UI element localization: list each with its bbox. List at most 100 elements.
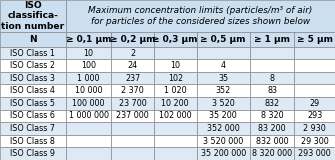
Bar: [0, 72, 66, 84]
Text: 1 000 000: 1 000 000: [69, 112, 109, 120]
Bar: [250, 32, 294, 47]
Bar: [197, 72, 250, 84]
Bar: [250, 135, 294, 147]
Text: 8 320: 8 320: [261, 112, 283, 120]
Bar: [154, 72, 197, 84]
Bar: [66, 84, 112, 97]
Bar: [154, 122, 197, 135]
Bar: [154, 147, 197, 160]
Bar: [0, 59, 66, 72]
Text: ≥ 1 μm: ≥ 1 μm: [254, 35, 290, 44]
Bar: [250, 72, 294, 84]
Text: ISO Class 6: ISO Class 6: [10, 112, 55, 120]
Bar: [294, 110, 335, 122]
Text: 35: 35: [218, 74, 228, 83]
Text: ISO Class 5: ISO Class 5: [10, 99, 55, 108]
Bar: [197, 110, 250, 122]
Bar: [294, 47, 335, 59]
Text: 8: 8: [270, 74, 275, 83]
Bar: [112, 97, 154, 110]
Text: N: N: [29, 35, 37, 44]
Bar: [0, 147, 66, 160]
Bar: [66, 72, 112, 84]
Text: 102: 102: [168, 74, 183, 83]
Text: 23 700: 23 700: [119, 99, 146, 108]
Text: ISO
classifica-
tion number: ISO classifica- tion number: [1, 1, 64, 31]
Text: 4: 4: [221, 61, 226, 70]
Text: ≥ 5 μm: ≥ 5 μm: [297, 35, 333, 44]
Text: ≥ 0,3 μm: ≥ 0,3 μm: [152, 35, 198, 44]
Bar: [250, 122, 294, 135]
Bar: [66, 110, 112, 122]
Bar: [112, 147, 154, 160]
Bar: [197, 32, 250, 47]
Text: 2 370: 2 370: [121, 86, 144, 95]
Text: 352 000: 352 000: [207, 124, 240, 133]
Bar: [154, 47, 197, 59]
Bar: [112, 84, 154, 97]
Bar: [250, 97, 294, 110]
Text: 2: 2: [130, 48, 135, 57]
Text: 35 200 000: 35 200 000: [201, 149, 246, 158]
Bar: [66, 97, 112, 110]
Text: 100: 100: [81, 61, 96, 70]
Text: 83: 83: [267, 86, 277, 95]
Text: ISO Class 8: ISO Class 8: [10, 137, 55, 146]
Bar: [0, 47, 66, 59]
Text: Maximum concentration limits (particles/m³ of air)
for particles of the consider: Maximum concentration limits (particles/…: [88, 6, 313, 26]
Bar: [112, 135, 154, 147]
Bar: [0, 110, 66, 122]
Bar: [197, 122, 250, 135]
Text: ISO Class 1: ISO Class 1: [10, 48, 55, 57]
Bar: [0, 135, 66, 147]
Text: ≥ 0,1 μm: ≥ 0,1 μm: [66, 35, 111, 44]
Bar: [294, 122, 335, 135]
Text: 237 000: 237 000: [116, 112, 149, 120]
Bar: [112, 110, 154, 122]
Bar: [66, 135, 112, 147]
Bar: [66, 47, 112, 59]
Bar: [197, 47, 250, 59]
Text: 352: 352: [216, 86, 231, 95]
Bar: [154, 97, 197, 110]
Text: ISO Class 7: ISO Class 7: [10, 124, 55, 133]
Bar: [250, 59, 294, 72]
Text: 29 300: 29 300: [301, 137, 329, 146]
Text: ≥ 0,5 μm: ≥ 0,5 μm: [200, 35, 246, 44]
Text: ISO Class 9: ISO Class 9: [10, 149, 55, 158]
Text: 24: 24: [128, 61, 138, 70]
Bar: [250, 147, 294, 160]
Bar: [294, 72, 335, 84]
Bar: [197, 97, 250, 110]
Bar: [294, 135, 335, 147]
Text: ISO Class 3: ISO Class 3: [10, 74, 55, 83]
Text: 2 930: 2 930: [303, 124, 326, 133]
Bar: [112, 122, 154, 135]
Text: 1 000: 1 000: [77, 74, 100, 83]
Bar: [294, 147, 335, 160]
Bar: [0, 122, 66, 135]
Bar: [66, 147, 112, 160]
Text: 832: 832: [265, 99, 280, 108]
Bar: [154, 135, 197, 147]
Bar: [154, 59, 197, 72]
Bar: [154, 32, 197, 47]
Bar: [294, 84, 335, 97]
Text: 29: 29: [310, 99, 320, 108]
Text: 3 520 000: 3 520 000: [203, 137, 243, 146]
Bar: [112, 59, 154, 72]
Bar: [154, 84, 197, 97]
Text: 10: 10: [84, 48, 93, 57]
Bar: [66, 0, 335, 32]
Bar: [250, 84, 294, 97]
Text: 1 020: 1 020: [164, 86, 187, 95]
Bar: [250, 47, 294, 59]
Text: 832 000: 832 000: [256, 137, 288, 146]
Bar: [66, 59, 112, 72]
Text: 10 000: 10 000: [75, 86, 102, 95]
Bar: [0, 0, 66, 32]
Bar: [112, 72, 154, 84]
Bar: [197, 59, 250, 72]
Text: 102 000: 102 000: [159, 112, 192, 120]
Text: 3 520: 3 520: [212, 99, 234, 108]
